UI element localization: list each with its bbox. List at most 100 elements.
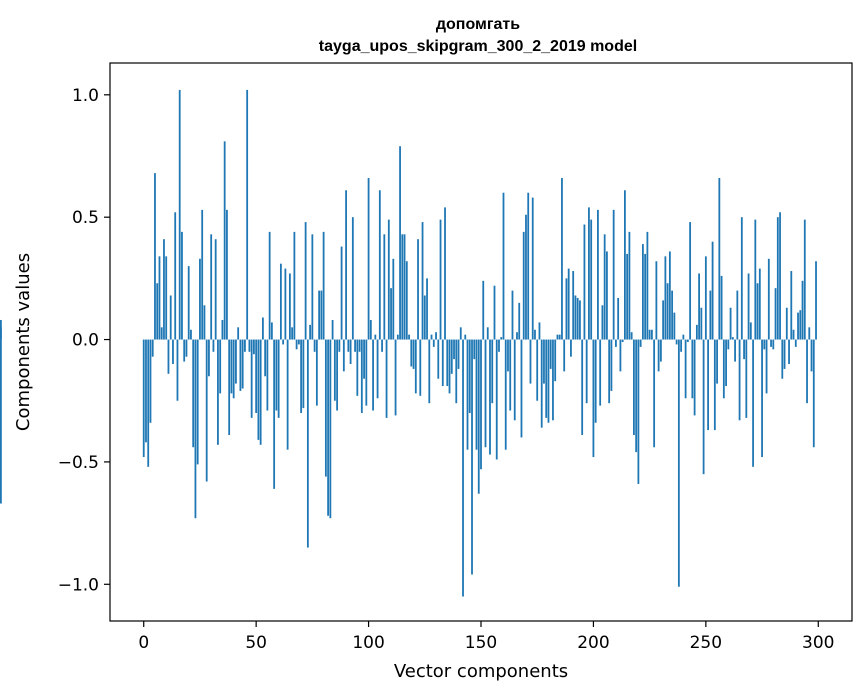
bar-241 xyxy=(684,339,687,399)
bar-279 xyxy=(770,339,772,347)
bar-170 xyxy=(525,214,527,340)
bar-264 xyxy=(736,290,739,340)
bar-178 xyxy=(543,339,545,384)
bar-28 xyxy=(205,339,208,482)
bar-63 xyxy=(284,268,287,340)
bar-164 xyxy=(511,290,514,340)
bar-134 xyxy=(444,207,446,340)
bar-142 xyxy=(462,339,464,597)
bar-107 xyxy=(383,234,386,340)
bar-146 xyxy=(471,339,473,575)
bar-130 xyxy=(435,332,437,340)
bar-297 xyxy=(810,339,813,372)
bar-104 xyxy=(376,339,379,399)
bar-223 xyxy=(644,253,647,340)
bar-73 xyxy=(306,339,309,548)
bar-291 xyxy=(797,312,799,340)
bar-125 xyxy=(423,295,426,340)
bar-79 xyxy=(320,290,323,340)
bar-216 xyxy=(628,231,631,340)
y-tick-label: 1.0 xyxy=(72,86,99,106)
bar-259 xyxy=(725,339,727,387)
bar-280 xyxy=(772,339,775,350)
bar-296 xyxy=(808,327,811,340)
bar-262 xyxy=(731,337,734,340)
bar-37 xyxy=(226,209,228,340)
bar-211 xyxy=(617,297,620,340)
bar-246 xyxy=(695,324,698,340)
bar-153 xyxy=(486,327,489,340)
bar-68 xyxy=(295,339,298,350)
bar-59 xyxy=(275,339,278,411)
bar-41 xyxy=(235,339,237,384)
bar-220 xyxy=(637,339,640,484)
bar-179 xyxy=(545,339,548,418)
bar-78 xyxy=(318,290,321,340)
bar-11 xyxy=(167,339,170,374)
bar-113 xyxy=(396,334,399,340)
bar-225 xyxy=(648,329,651,340)
bar-236 xyxy=(673,312,676,340)
x-tick-label: 150 xyxy=(465,633,497,653)
bar-0 xyxy=(142,339,145,458)
bar-20 xyxy=(187,266,190,340)
bar-166 xyxy=(516,332,518,340)
bar-65 xyxy=(288,273,291,340)
y-axis-ticks: −1.0 −0.5 0.0 0.5 1.0 xyxy=(58,86,110,595)
bar-105 xyxy=(378,190,381,340)
bar-74 xyxy=(309,324,312,340)
bar-204 xyxy=(601,305,604,340)
bar-232 xyxy=(664,256,667,340)
bar-238 xyxy=(677,339,680,587)
bar-197 xyxy=(585,339,588,404)
bar-34 xyxy=(219,339,222,394)
bar-12 xyxy=(169,295,172,340)
bar-5 xyxy=(154,173,156,340)
bar-16 xyxy=(178,89,181,340)
bar-131 xyxy=(437,339,440,379)
bar-31 xyxy=(212,339,215,352)
bar-160 xyxy=(502,192,505,340)
bar-265 xyxy=(738,339,741,421)
bar-292 xyxy=(799,310,802,340)
bar-58 xyxy=(273,339,276,489)
bar-83 xyxy=(329,339,332,519)
bar-100 xyxy=(367,178,370,340)
bar-254 xyxy=(713,339,716,431)
bar-139 xyxy=(455,339,458,404)
bar-149 xyxy=(477,339,480,494)
bar-194 xyxy=(579,300,581,340)
bar-13 xyxy=(172,339,174,365)
bar-53 xyxy=(262,317,264,340)
bar-30 xyxy=(210,234,213,340)
bar-212 xyxy=(619,339,622,372)
bar-221 xyxy=(639,339,642,347)
bar-120 xyxy=(412,339,415,369)
bar-60 xyxy=(277,339,280,418)
bar-189 xyxy=(567,268,570,340)
bar-181 xyxy=(549,339,552,369)
y-tick-label: 0.5 xyxy=(72,208,99,228)
bar-210 xyxy=(615,339,617,347)
bar-85 xyxy=(333,339,336,401)
bar-299 xyxy=(815,261,817,340)
bar-8 xyxy=(160,327,163,340)
bar-14 xyxy=(174,212,177,340)
bar-144 xyxy=(466,339,469,450)
bar-67 xyxy=(293,231,296,340)
bar-180 xyxy=(547,339,550,423)
bar-208 xyxy=(610,339,613,391)
bar-66 xyxy=(291,327,294,340)
y-axis-label: Components values xyxy=(13,253,34,431)
bar-242 xyxy=(686,339,689,342)
bar-45 xyxy=(244,339,246,352)
bar-46 xyxy=(246,89,249,340)
bar-24 xyxy=(196,339,199,465)
bar-182 xyxy=(552,339,554,421)
bar-214 xyxy=(624,190,626,340)
bar-80 xyxy=(322,231,325,340)
bar-106 xyxy=(381,339,383,352)
x-tick-label: 0 xyxy=(138,633,149,653)
bar-124 xyxy=(421,222,424,340)
bar-294 xyxy=(803,219,806,340)
